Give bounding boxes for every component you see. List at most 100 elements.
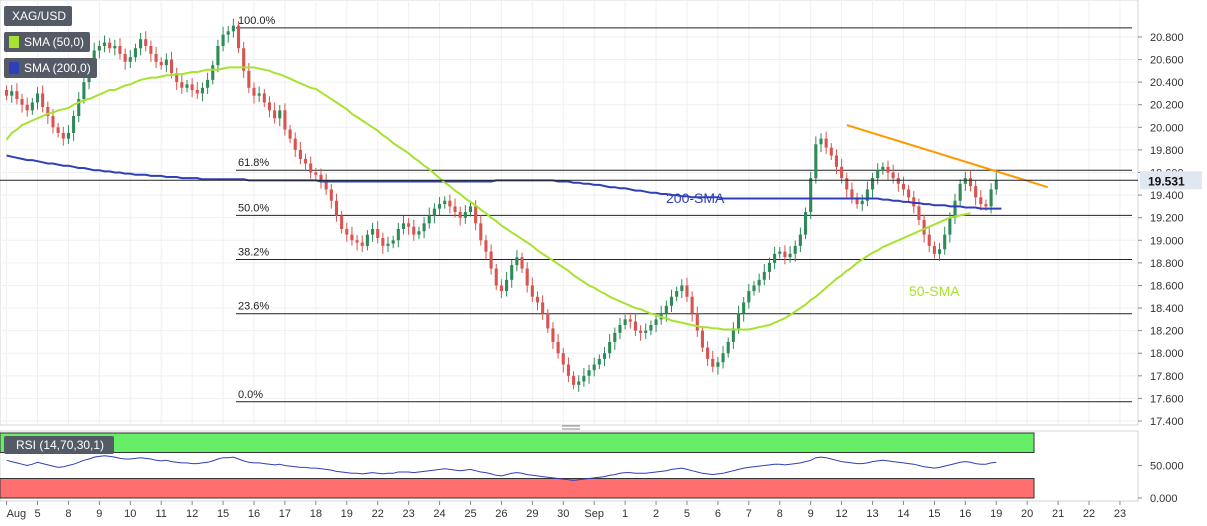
candle-body (175, 73, 179, 83)
candle-body (711, 358, 715, 367)
price-tick-label: 20.800 (1150, 32, 1184, 44)
candle-body (468, 206, 473, 213)
rsi-tick-label: 0.000 (1150, 493, 1178, 505)
legend-sma200-swatch (9, 62, 19, 74)
price-tick-label: 19.400 (1150, 190, 1184, 202)
candle-body (25, 104, 29, 111)
candle-body (639, 330, 643, 333)
candle-body (695, 313, 699, 331)
candle-body (520, 257, 524, 269)
candle-body (551, 328, 555, 342)
time-tick-label: 10 (124, 508, 136, 520)
main-plot-frame (0, 0, 1139, 426)
candle-body (803, 212, 808, 235)
candle-body (922, 219, 926, 235)
candle-body (886, 166, 890, 173)
candle-body (386, 243, 390, 246)
candle-body (494, 268, 498, 286)
candle-body (644, 330, 648, 333)
candle-body (984, 204, 988, 207)
time-tick-label: 12 (186, 508, 198, 520)
candle-body (180, 82, 184, 88)
candle-body (541, 302, 545, 314)
candle-body (401, 223, 406, 229)
candle-body (113, 45, 117, 49)
price-tick-label: 20.200 (1150, 100, 1184, 112)
time-tick-label: 23 (1114, 508, 1126, 520)
axes: 20.80020.60020.40020.20020.00019.80019.6… (6, 32, 1184, 520)
candle-body (793, 245, 797, 254)
candle-body (824, 138, 828, 148)
candle-body (474, 206, 478, 224)
candle-body (108, 42, 112, 49)
candle-body (932, 245, 936, 254)
time-tick-label: 16 (959, 508, 971, 520)
candle-body (154, 53, 158, 62)
time-tick-label: 6 (715, 508, 721, 520)
candle-body (226, 31, 230, 35)
candle-body (159, 61, 163, 66)
resistance-trendline (846, 124, 1049, 189)
price-tick-label: 19.200 (1150, 213, 1184, 225)
annotations: 19.531 200-SMA 50-SMA RSI (14,70,30,1) (0, 171, 1202, 454)
price-tick-label: 20.600 (1150, 55, 1184, 67)
candle-body (716, 362, 720, 367)
candle-body (371, 228, 375, 235)
fib-level-label: 0.0% (238, 389, 263, 401)
candle-body (566, 364, 570, 376)
candle-body (608, 341, 612, 354)
candle-body (293, 138, 297, 150)
candle-body (211, 65, 215, 80)
time-tick-label: 25 (464, 508, 476, 520)
time-tick-label: 26 (495, 508, 507, 520)
candle-body (767, 262, 771, 272)
sma50-line (5, 66, 971, 331)
candle-body (917, 206, 921, 220)
candle-body (417, 231, 421, 235)
time-tick-label: 13 (866, 508, 878, 520)
candle-body (51, 116, 55, 128)
candle-body (72, 116, 76, 133)
candle-body (314, 172, 318, 175)
price-tick-label: 18.400 (1150, 303, 1184, 315)
candle-body (515, 257, 519, 266)
candle-body (633, 321, 637, 331)
candle-body (572, 375, 576, 385)
candle-body (391, 240, 395, 244)
candle-body (778, 251, 782, 254)
candle-body (195, 90, 199, 94)
candle-body (200, 87, 204, 94)
time-tick-label: 5 (684, 508, 690, 520)
candle-body (298, 149, 302, 159)
rsi-line (6, 455, 997, 481)
time-tick-label: 8 (65, 508, 71, 520)
time-tick-label: 16 (248, 508, 260, 520)
candle-body (41, 93, 45, 107)
candle-body (953, 200, 957, 218)
candle-body (381, 238, 385, 246)
candle-body (901, 183, 906, 190)
candle-body (453, 206, 457, 213)
candle-body (613, 332, 617, 342)
candle-body (247, 70, 251, 88)
time-tick-label: 15 (217, 508, 229, 520)
candle-body (407, 223, 411, 227)
candle-body (530, 285, 534, 297)
candle-body (943, 234, 947, 250)
price-tick-label: 20.000 (1150, 122, 1184, 134)
candle-body (979, 197, 983, 205)
fib-level-label: 50.0% (238, 202, 269, 214)
candle-body (690, 296, 694, 314)
candle-body (236, 25, 241, 49)
rsi-label-box (4, 436, 114, 454)
candle-body (412, 226, 416, 235)
sma200-annotation: 200-SMA (666, 190, 725, 206)
candle-body (618, 324, 622, 333)
fib-level-label: 23.6% (238, 301, 269, 313)
candle-body (350, 234, 354, 241)
candle-body (685, 285, 689, 297)
candle-body (845, 178, 849, 190)
candle-body (82, 82, 86, 100)
candle-body (989, 189, 993, 207)
candle-body (133, 48, 137, 58)
